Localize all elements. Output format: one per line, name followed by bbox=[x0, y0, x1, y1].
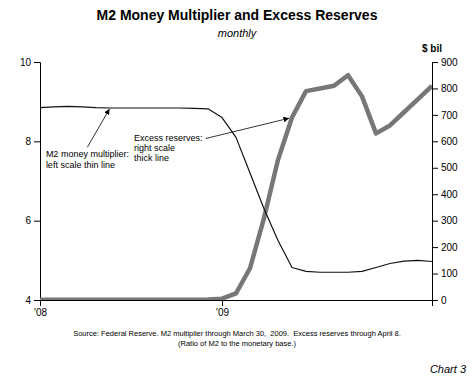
chart: M2 Money Multiplier and Excess Reserves m… bbox=[0, 0, 474, 380]
tick-mark bbox=[432, 168, 438, 169]
subtitle: monthly bbox=[218, 27, 258, 39]
source-line: (Ratio of M2 to the monetary base.) bbox=[178, 339, 296, 348]
tick: 8 bbox=[25, 136, 40, 147]
tick: 500 bbox=[432, 162, 458, 173]
tick-label: 800 bbox=[441, 83, 458, 94]
lines bbox=[40, 75, 432, 300]
x-axis: '08 '09 bbox=[34, 300, 433, 318]
tick-label: 400 bbox=[441, 189, 458, 200]
annotation-line: Excess reserves: bbox=[134, 133, 203, 143]
tick-mark bbox=[432, 274, 438, 275]
tick-label: '09 bbox=[216, 307, 229, 318]
tick-mark bbox=[432, 247, 438, 248]
tick-label: 500 bbox=[441, 162, 458, 173]
tick-mark bbox=[432, 141, 438, 142]
tick-label: 300 bbox=[441, 215, 458, 226]
tick-label: 200 bbox=[441, 242, 458, 253]
tick: 100 bbox=[432, 268, 458, 279]
tick-label: 8 bbox=[25, 136, 31, 147]
title: M2 Money Multiplier and Excess Reserves bbox=[97, 7, 378, 23]
tick-mark bbox=[432, 194, 438, 195]
tick: 400 bbox=[432, 189, 458, 200]
tick-mark bbox=[432, 300, 438, 301]
tick-label: 4 bbox=[25, 295, 31, 306]
line bbox=[40, 75, 432, 300]
tick-mark bbox=[34, 62, 40, 63]
tick: 10 bbox=[20, 57, 40, 68]
source-line: Source: Federal Reserve. M2 multiplier t… bbox=[73, 329, 401, 338]
annotation: M2 money multiplier:left scale thin line bbox=[46, 149, 129, 169]
annotation-line: right scale bbox=[134, 143, 175, 153]
tick: 4 bbox=[25, 295, 40, 306]
tick-label: '08 bbox=[34, 307, 47, 318]
annotation: Excess reserves:right scalethick line bbox=[134, 133, 203, 164]
tick: 700 bbox=[432, 110, 458, 121]
axis-line bbox=[41, 301, 433, 307]
tick-label: 10 bbox=[20, 57, 32, 68]
tick-label: 0 bbox=[441, 295, 447, 306]
tick-mark bbox=[432, 221, 438, 222]
y2-axis-label: $ bil bbox=[422, 43, 442, 54]
tick-label: 600 bbox=[441, 136, 458, 147]
tick-mark bbox=[34, 141, 40, 142]
tick-mark bbox=[432, 62, 438, 63]
annotation-line: left scale thin line bbox=[46, 160, 115, 170]
annotation-line: M2 money multiplier: bbox=[46, 149, 129, 159]
axis-line bbox=[34, 63, 41, 301]
tick: 800 bbox=[432, 83, 458, 94]
tick-label: 700 bbox=[441, 110, 458, 121]
tick-mark bbox=[432, 88, 438, 89]
tick-mark bbox=[34, 221, 40, 222]
tick: '09 bbox=[216, 300, 229, 318]
tick-label: 900 bbox=[441, 57, 458, 68]
tick-mark bbox=[34, 300, 40, 301]
y-axis: 4 6 8 10 bbox=[20, 57, 41, 306]
annotation-arrow bbox=[87, 109, 109, 147]
tick: 900 bbox=[432, 57, 458, 68]
annotation-line: thick line bbox=[134, 153, 169, 163]
annotations: M2 money multiplier:left scale thin line… bbox=[46, 109, 289, 170]
axis-line bbox=[433, 63, 439, 301]
tick: 0 bbox=[432, 295, 447, 306]
caption: Chart 3 bbox=[430, 363, 467, 375]
tick: 6 bbox=[25, 215, 40, 226]
tick-label: 100 bbox=[441, 268, 458, 279]
annotation-arrow bbox=[206, 118, 289, 138]
tick-mark bbox=[222, 300, 223, 306]
tick: 200 bbox=[432, 242, 458, 253]
tick: 600 bbox=[432, 136, 458, 147]
tick-label: 6 bbox=[25, 215, 31, 226]
tick-mark bbox=[432, 115, 438, 116]
plot: '08'09468100100200300400500600700800900$… bbox=[20, 43, 458, 318]
tick: '08 bbox=[34, 300, 47, 318]
tick: 300 bbox=[432, 215, 458, 226]
line bbox=[40, 106, 432, 272]
source: Source: Federal Reserve. M2 multiplier t… bbox=[73, 329, 401, 348]
y2-axis: 0 100 200 300 400 500 600 700 800 900 bbox=[432, 57, 458, 306]
